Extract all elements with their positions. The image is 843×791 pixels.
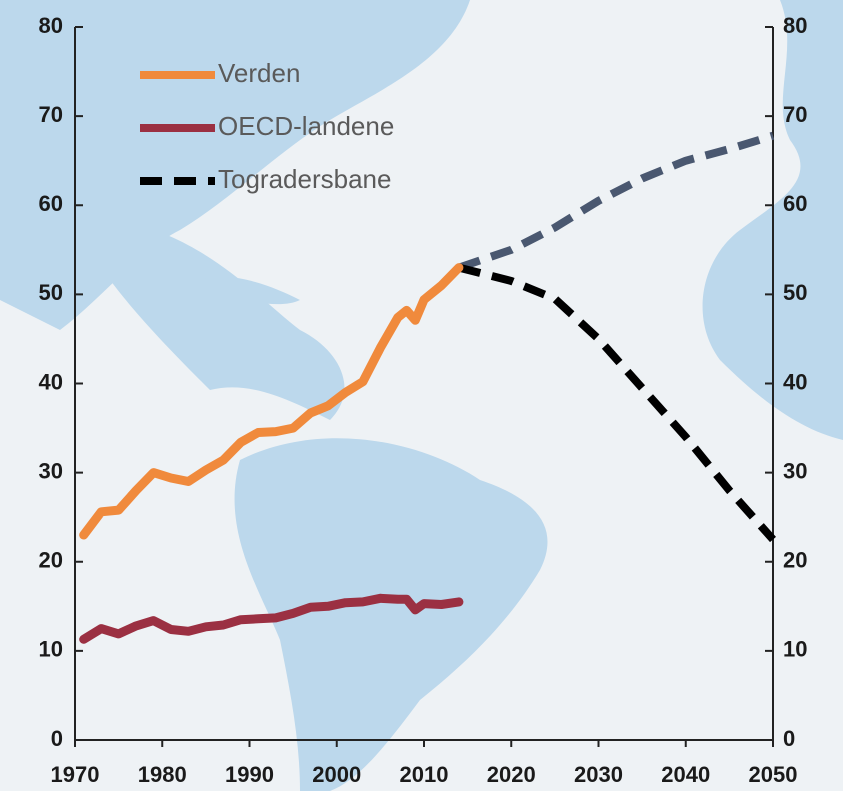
series-line — [79, 593, 464, 644]
map-land — [200, 276, 300, 305]
y-tick-label: 80 — [39, 13, 63, 38]
y-tick-label: 50 — [39, 280, 63, 305]
map-land — [110, 220, 345, 420]
y2-tick-label: 60 — [783, 191, 807, 216]
y2-tick-label: 50 — [783, 280, 807, 305]
legend-label: Verden — [218, 58, 300, 88]
x-tick-label: 2040 — [661, 762, 710, 787]
x-tick-label: 2000 — [312, 762, 361, 787]
x-tick-label: 1970 — [51, 762, 100, 787]
x-tick-label: 2050 — [749, 762, 798, 787]
y-tick-label: 30 — [39, 458, 63, 483]
y-tick-label: 0 — [51, 726, 63, 751]
y2-tick-label: 20 — [783, 548, 807, 573]
x-tick-label: 2030 — [574, 762, 623, 787]
series-line — [457, 131, 775, 272]
y2-tick-label: 0 — [783, 726, 795, 751]
y-tick-label: 20 — [39, 548, 63, 573]
map-land — [234, 438, 548, 791]
y-tick-label: 10 — [39, 637, 63, 662]
y2-tick-label: 80 — [783, 13, 807, 38]
legend-label: OECD-landene — [218, 111, 394, 141]
y-tick-label: 40 — [39, 369, 63, 394]
y2-tick-label: 70 — [783, 102, 807, 127]
y2-tick-label: 30 — [783, 458, 807, 483]
y-tick-label: 60 — [39, 191, 63, 216]
y-tick-label: 70 — [39, 102, 63, 127]
x-tick-label: 1980 — [138, 762, 187, 787]
legend-label: Togradersbane — [218, 164, 391, 194]
x-tick-label: 2010 — [400, 762, 449, 787]
series-line — [457, 263, 776, 543]
x-tick-label: 1990 — [225, 762, 274, 787]
series-line — [79, 263, 464, 540]
y2-tick-label: 10 — [783, 637, 807, 662]
y2-tick-label: 40 — [783, 369, 807, 394]
x-tick-label: 2020 — [487, 762, 536, 787]
